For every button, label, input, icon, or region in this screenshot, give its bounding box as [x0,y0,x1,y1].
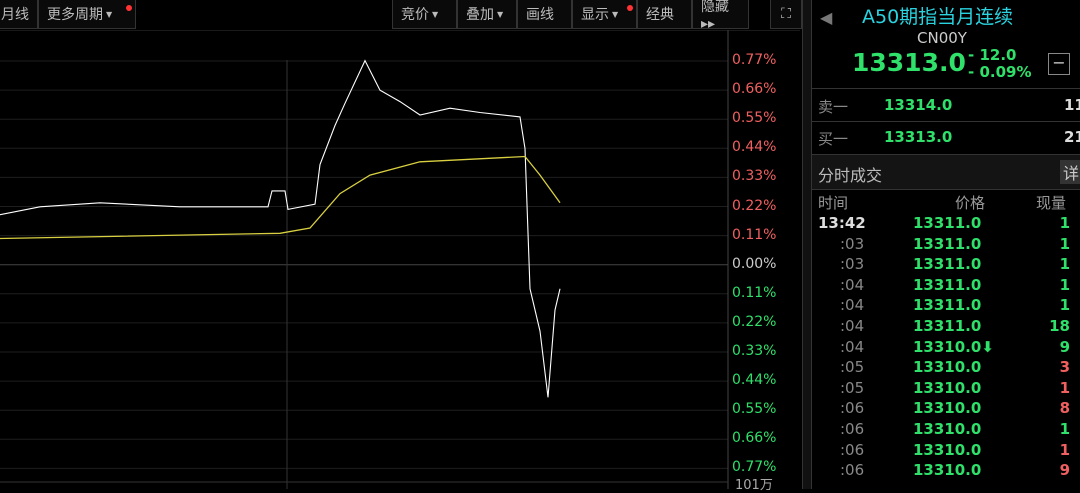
notification-dot [627,5,633,11]
change: - 12.0 [968,46,1017,64]
detail-button[interactable]: 详 [1060,160,1080,184]
panel-divider[interactable] [802,0,812,489]
ask-row: 卖一 13314.0 11 [818,96,1080,116]
price-line [0,59,561,398]
y-tick-label: 0.22% [732,197,777,214]
y-tick-label: 0.44% [732,139,777,156]
volume-label: 101万 [735,478,773,493]
notification-dot [126,5,132,11]
y-tick-label: 0.77% [732,52,777,68]
y-tick-label: 0.55% [732,110,777,127]
expand-icon: ⛶ [781,6,791,22]
toolbar-right-5[interactable]: 隐藏 ▸▸ [692,0,749,32]
bid-row: 买一 13313.0 21 [818,128,1080,148]
fullscreen-button[interactable]: ⛶ [770,0,802,29]
trade-row: :03 13311.0 1 [840,255,1070,274]
ticks-header: 时间 价格 现量 [818,194,1067,212]
trade-row: :05 13310.0 1 [840,378,1070,397]
intraday-chart [0,30,800,489]
toolbar-right-0[interactable]: 竞价 ▼ [392,0,457,29]
toolbar-left-0[interactable]: 月线 [0,0,38,29]
trade-row: :03 13311.0 1 [840,234,1070,253]
chevron-down-icon: ▼ [612,9,619,19]
trade-row: :04 13311.0 1 [840,275,1070,294]
y-tick-label: 0.33% [732,343,777,359]
y-tick-label: 0.33% [732,168,777,185]
trade-row: :04 13310.0⬇ 9 [840,337,1070,356]
trade-row: :04 13311.0 1 [840,296,1070,315]
trade-row: :05 13310.0 3 [840,358,1070,377]
average-price-line [0,155,561,240]
change-pct: - 0.09% [968,63,1032,81]
trade-row: 13:42 13311.0 1 [818,214,1070,232]
y-tick-label: 0.66% [732,81,777,98]
y-tick-label: 0.44% [732,372,777,389]
y-tick-label: 0.66% [732,430,777,447]
quote-panel: A50期指当月连续 CN00Y 13313.0 - 12.0 - 0.09% −… [812,0,1080,489]
toolbar-left-1[interactable]: 更多周期 ▼ [38,0,136,29]
trade-row: :06 13310.0 8 [840,399,1070,418]
last-price: 13313.0 [852,48,966,77]
y-tick-label: 0.22% [732,313,777,330]
trade-row: :04 13311.0 18 [840,317,1070,335]
trade-row: :06 13310.0 9 [840,461,1070,480]
trade-row: :06 13310.0 1 [840,420,1070,438]
ticks-title: 分时成交 [818,166,883,185]
toolbar-right-1[interactable]: 叠加 ▼ [457,0,517,29]
y-tick-label: 0.11% [732,226,777,243]
collapse-button[interactable]: − [1048,53,1070,75]
y-tick-label: 0.11% [732,284,777,301]
chevron-down-icon: ▼ [432,9,439,19]
chevron-down-icon: ▼ [497,9,504,19]
prev-arrow-icon[interactable]: ◀ [820,8,833,27]
toolbar-right-4[interactable]: 经典 [637,0,692,29]
toolbar-right-3[interactable]: 显示 ▼ [572,0,637,29]
y-tick-label: 0.55% [732,401,777,418]
y-tick-label: 0.77% [732,459,777,476]
instrument-code: CN00Y [917,29,967,47]
chevron-down-icon: ▼ [106,9,113,19]
y-tick-label: 0.00% [732,255,777,272]
instrument-title: A50期指当月连续 [862,6,1014,28]
trade-row: :06 13310.0 1 [840,440,1070,459]
toolbar-right-2[interactable]: 画线 [517,0,572,29]
